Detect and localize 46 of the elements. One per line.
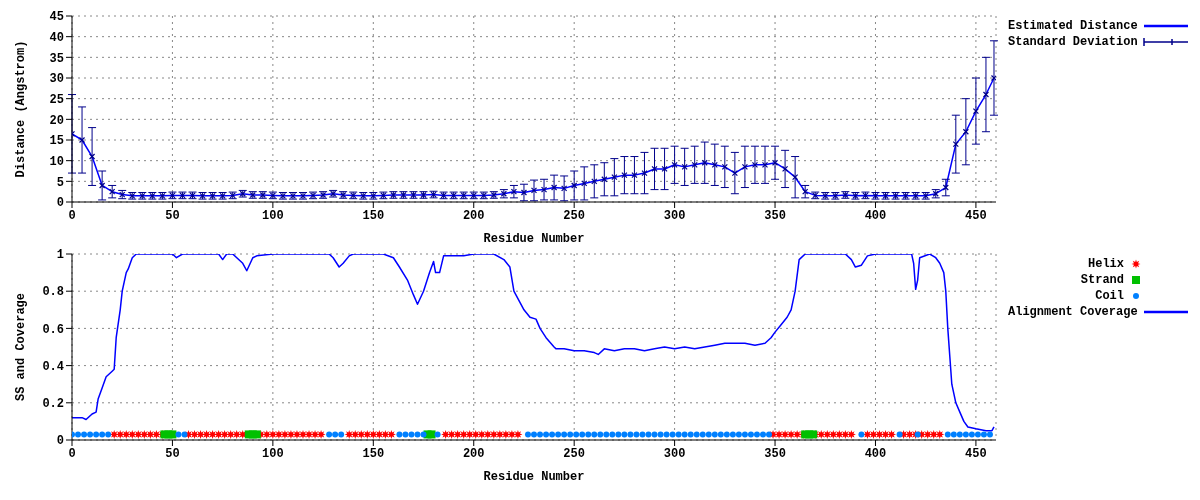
x-tick-label: 300 [663, 446, 686, 461]
x-tick-label: 50 [165, 208, 180, 223]
x-tick-label: 400 [864, 446, 887, 461]
x-tick-label: 450 [965, 208, 987, 223]
x-tick-label: 150 [362, 446, 385, 461]
x-tick-label: 200 [462, 208, 485, 223]
x-tick-label: 450 [965, 446, 987, 461]
y-tick-label: 40 [49, 30, 64, 45]
x-tick-label: 350 [764, 208, 786, 223]
y-tick-label: 0.2 [42, 397, 64, 412]
y-tick-label: 30 [49, 72, 64, 87]
y-axis-title: SS and Coverage [14, 292, 29, 402]
x-tick-label: 250 [563, 446, 585, 461]
y-tick-label: 15 [49, 134, 64, 149]
x-tick-label: 250 [563, 208, 585, 223]
y-tick-label: 45 [49, 10, 64, 25]
y-tick-label: 10 [49, 154, 64, 169]
x-tick-label: 350 [764, 446, 786, 461]
x-tick-label: 50 [165, 446, 180, 461]
x-tick-label: 300 [663, 208, 686, 223]
legend-label: Helix [1087, 257, 1124, 271]
y-tick-label: 25 [49, 92, 64, 107]
x-tick-label: 0 [68, 208, 76, 223]
y-tick-label: 20 [49, 113, 64, 128]
x-axis-title: Residue Number [483, 470, 585, 484]
legend-label: Alignment Coverage [1008, 305, 1138, 319]
x-tick-label: 150 [362, 208, 385, 223]
x-tick-label: 100 [262, 446, 284, 461]
y-tick-label: 0.4 [42, 359, 64, 374]
legend-label: Coil [1095, 289, 1124, 303]
y-tick-label: 0.6 [42, 322, 64, 337]
x-tick-label: 400 [864, 208, 887, 223]
legend-label: Estimated Distance [1008, 19, 1138, 33]
x-tick-label: 100 [262, 208, 284, 223]
legend-label: Strand [1080, 273, 1124, 287]
y-tick-label: 0 [56, 196, 64, 211]
x-tick-label: 200 [462, 446, 485, 461]
y-axis-title: Distance (Angstrom) [14, 40, 29, 178]
y-tick-label: 0.8 [42, 285, 64, 300]
y-tick-label: 0 [56, 434, 64, 449]
y-tick-label: 35 [49, 51, 64, 66]
y-tick-label: 5 [56, 175, 64, 190]
x-tick-label: 0 [68, 446, 76, 461]
x-axis-title: Residue Number [483, 232, 585, 246]
y-tick-label: 1 [56, 248, 64, 263]
legend-label: Standard Deviation [1008, 35, 1138, 49]
